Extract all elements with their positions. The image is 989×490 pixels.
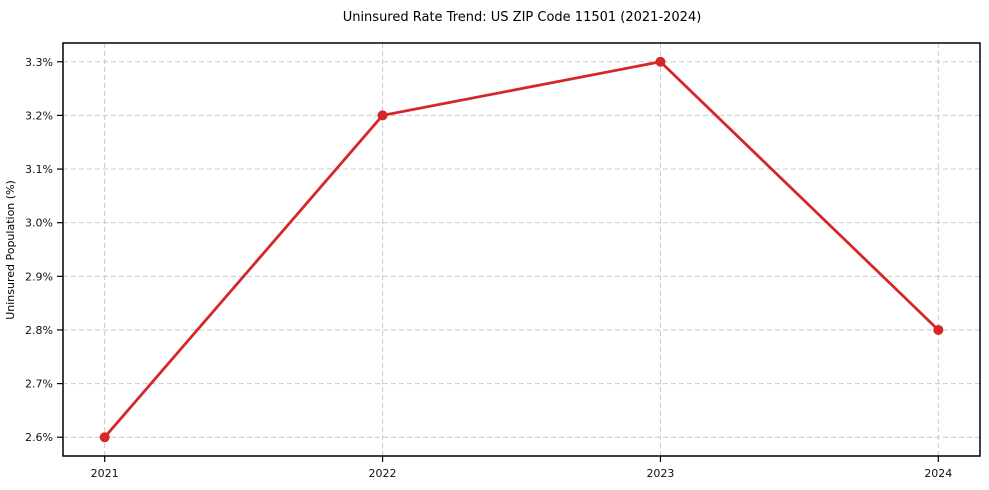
data-point <box>655 56 666 67</box>
y-axis-label: Uninsured Population (%) <box>4 180 17 320</box>
y-tick-label: 2.6% <box>25 431 53 444</box>
y-tick-label: 3.0% <box>25 217 53 230</box>
y-tick-label: 3.3% <box>25 56 53 69</box>
data-point <box>377 110 388 121</box>
x-tick-label: 2023 <box>646 467 674 480</box>
plot-area: 2.6% 2.7% 2.8% 2.9% 3.0% 3.1% 3.2% 3.3% 2021 2022… <box>25 42 981 480</box>
chart-title: Uninsured Rate Trend: US ZIP Code 11501 … <box>343 10 702 25</box>
y-tick-label: 2.7% <box>25 378 53 391</box>
trend-line <box>103 60 940 439</box>
plot-border <box>62 42 981 457</box>
y-tick-label: 2.9% <box>25 270 53 283</box>
y-tick-label: 3.2% <box>25 109 53 122</box>
y-tick-label: 2.8% <box>25 324 53 337</box>
x-tick-label: 2022 <box>369 467 397 480</box>
y-tick-label: 3.1% <box>25 163 53 176</box>
data-point <box>933 324 944 335</box>
x-tick-label: 2021 <box>91 467 119 480</box>
x-tick-label: 2024 <box>924 467 952 480</box>
data-point <box>99 432 110 443</box>
